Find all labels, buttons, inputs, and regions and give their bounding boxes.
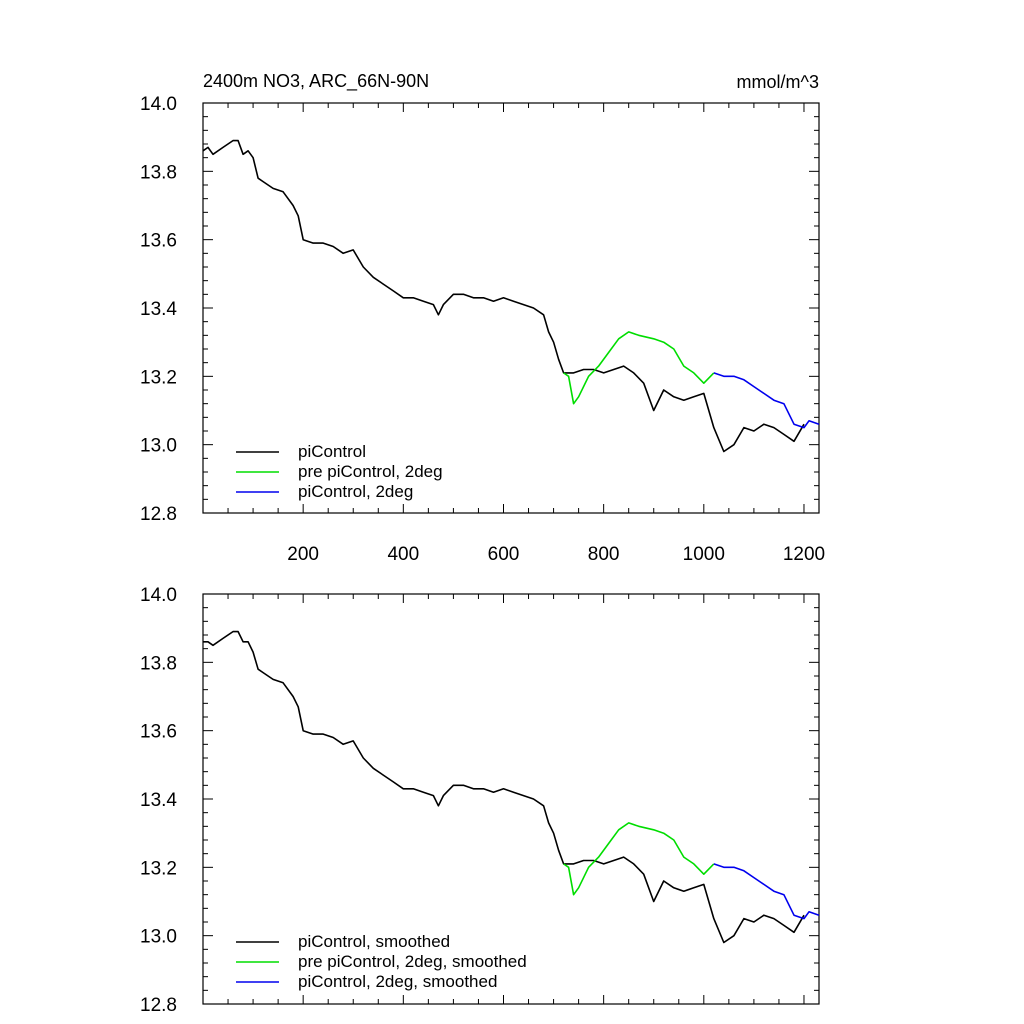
x-tick-labels: 200 400 600 800 1000 1200	[287, 544, 825, 565]
y-tick-label: 13.8	[140, 653, 177, 674]
chart-title: 2400m NO3, ARC_66N-90N	[203, 71, 429, 92]
y-tick-label: 13.4	[140, 790, 177, 811]
plot-frame	[202, 102, 820, 514]
legend-label: pre piControl, 2deg	[298, 462, 443, 481]
legend-label: pre piControl, 2deg, smoothed	[298, 952, 527, 971]
y-tick-labels: 12.8 13.0 13.2 13.4 13.6 13.8 14.0	[140, 585, 177, 1016]
y-tick-labels: 12.8 13.0 13.2 13.4 13.6 13.8 14.0	[140, 94, 177, 525]
axis-ticks	[203, 102, 819, 514]
legend-label: piControl, 2deg, smoothed	[298, 972, 497, 991]
y-tick-label: 14.0	[140, 585, 177, 606]
legend-label: piControl, smoothed	[298, 932, 450, 951]
y-tick-label: 13.6	[140, 722, 177, 743]
bottom-panel: 12.8 13.0 13.2 13.4 13.6 13.8 14.0 piControl, …	[140, 585, 820, 1016]
legend-label: piControl, 2deg	[298, 482, 413, 501]
y-tick-label: 13.2	[140, 367, 177, 388]
y-tick-label: 13.0	[140, 436, 177, 457]
y-tick-label: 12.8	[140, 995, 177, 1016]
x-tick-label: 600	[488, 544, 520, 565]
series-line	[202, 139, 805, 453]
units-label: mmol/m^3	[737, 72, 819, 92]
series-line	[713, 863, 820, 920]
y-tick-label: 13.2	[140, 858, 177, 879]
series-line	[203, 630, 805, 944]
series-line	[713, 372, 820, 429]
data-lines	[202, 139, 820, 453]
top-panel: 2400m NO3, ARC_66N-90N mmol/m^3 200 400 60…	[140, 71, 825, 565]
series-line	[563, 331, 715, 405]
data-lines	[203, 630, 820, 944]
plot-frame	[202, 593, 820, 1005]
axis-ticks	[203, 593, 819, 1005]
x-tick-label: 1000	[683, 544, 725, 565]
x-tick-label: 200	[287, 544, 319, 565]
x-tick-label: 400	[387, 544, 419, 565]
y-tick-label: 12.8	[140, 504, 177, 525]
y-tick-label: 13.6	[140, 231, 177, 252]
y-tick-label: 13.4	[140, 299, 177, 320]
legend-label: piControl	[298, 442, 366, 461]
x-tick-label: 1200	[783, 544, 825, 565]
series-line	[563, 822, 715, 896]
y-tick-label: 14.0	[140, 94, 177, 115]
x-tick-label: 800	[588, 544, 620, 565]
y-tick-label: 13.0	[140, 927, 177, 948]
y-tick-label: 13.8	[140, 162, 177, 183]
